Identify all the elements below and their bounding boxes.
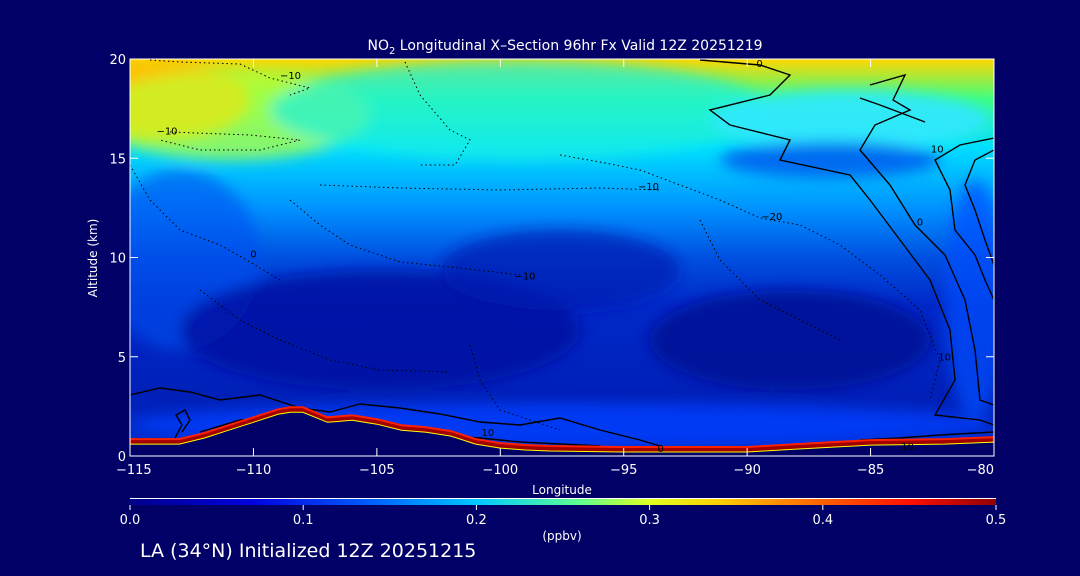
dotted-contour-line xyxy=(289,199,521,276)
contour-line xyxy=(699,59,994,426)
low-dark-core-1 xyxy=(180,270,580,390)
y-tick-label: 15 xyxy=(109,152,126,167)
contour-line xyxy=(859,73,994,406)
contour-label: 0 xyxy=(658,444,664,455)
colorbar-tick-label: 0.5 xyxy=(986,513,1007,528)
x-tick-label: −100 xyxy=(482,463,518,478)
right-column-blue xyxy=(945,180,994,420)
contour-label: 10 xyxy=(931,144,944,155)
colorbar-bar xyxy=(130,499,996,505)
y-tick-label: 5 xyxy=(118,351,126,366)
low-dark-core-2 xyxy=(650,290,930,390)
plot-area: −10 −10 0 0 −10 −20 −10 10 0 10 10 0 10 xyxy=(130,59,994,456)
contour-label: −10 xyxy=(280,71,301,82)
x-tick-label: −110 xyxy=(236,463,272,478)
contour-label: −20 xyxy=(761,212,782,223)
contour-label: 10 xyxy=(482,428,495,439)
contour-label: −10 xyxy=(514,271,535,282)
dotted-contour-line xyxy=(149,59,312,96)
colorbar-ticks: 0.0 0.1 0.2 0.3 0.4 0.5 xyxy=(120,505,1007,528)
y-axis-label: Altitude (km) xyxy=(86,219,100,298)
contour-label: 0 xyxy=(917,218,923,229)
x-tick-label: −105 xyxy=(359,463,395,478)
field-blobs xyxy=(130,60,994,447)
contour-line xyxy=(964,149,994,266)
colorbar-tick-label: 0.4 xyxy=(812,513,833,528)
dotted-contour-line xyxy=(469,344,561,431)
contour-label: 0 xyxy=(756,59,762,70)
x-tick-label: −115 xyxy=(116,463,152,478)
dotted-contour-line xyxy=(319,184,661,191)
right-blue-band xyxy=(720,142,940,178)
y-tick-label: 10 xyxy=(109,252,126,267)
dotted-contour-lines xyxy=(130,59,941,431)
contour-label: 0 xyxy=(250,250,256,261)
colorbar-tick-label: 0.1 xyxy=(293,513,314,528)
terrain xyxy=(130,411,994,456)
y-tick-label: 20 xyxy=(109,53,126,68)
dotted-contour-line xyxy=(130,164,281,281)
colorbar-tick-label: 0.3 xyxy=(639,513,660,528)
colorbar-tick-label: 0.0 xyxy=(120,513,141,528)
y-axis: 0 5 10 15 20 xyxy=(109,53,994,465)
x-tick-label: −95 xyxy=(610,463,637,478)
dotted-contour-line xyxy=(404,61,471,166)
x-tick-label: −90 xyxy=(733,463,760,478)
x-tick-label: −85 xyxy=(857,463,884,478)
station-latitude: (34°N) xyxy=(170,540,233,562)
station-name: LA xyxy=(140,540,165,562)
init-time: Initialized 12Z 20251215 xyxy=(238,540,477,562)
contour-line xyxy=(859,97,926,123)
station-footer: LA (34°N) Initialized 12Z 20251215 xyxy=(140,540,476,562)
chart-title: NO2 Longitudinal X–Section 96hr Fx Valid… xyxy=(367,38,762,57)
colorbar: 0.0 0.1 0.2 0.3 0.4 0.5 (ppbv) xyxy=(120,498,1007,543)
x-tick-label: −80 xyxy=(967,463,994,478)
right-upper-cyan xyxy=(710,90,990,150)
contour-label: 10 xyxy=(938,353,951,364)
y-tick-label: 0 xyxy=(118,450,126,465)
contour-line xyxy=(934,137,994,301)
contour-label: 10 xyxy=(901,442,914,453)
contour-label: −10 xyxy=(156,126,177,137)
colorbar-tick-label: 0.2 xyxy=(466,513,487,528)
colorbar-label: (ppbv) xyxy=(542,529,581,543)
x-axis: −115 −110 −105 −100 −95 −90 −85 −80 xyxy=(116,59,995,478)
contour-label: −10 xyxy=(638,182,659,193)
upper-cyan xyxy=(270,60,770,160)
contour-line xyxy=(174,409,191,439)
x-axis-label: Longitude xyxy=(532,483,592,497)
contour-line xyxy=(130,387,681,453)
dotted-contour-line xyxy=(199,289,451,373)
mid-dark-core xyxy=(440,230,680,310)
contour-labels: −10 −10 0 0 −10 −20 −10 10 0 10 10 0 10 xyxy=(156,59,951,455)
